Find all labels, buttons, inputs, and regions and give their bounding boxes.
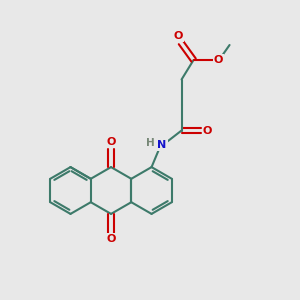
Text: N: N xyxy=(158,140,167,150)
Text: O: O xyxy=(106,234,116,244)
Text: O: O xyxy=(106,137,116,147)
Text: O: O xyxy=(214,55,223,65)
Text: H: H xyxy=(146,138,154,148)
Text: O: O xyxy=(203,125,212,136)
Text: O: O xyxy=(173,31,183,41)
